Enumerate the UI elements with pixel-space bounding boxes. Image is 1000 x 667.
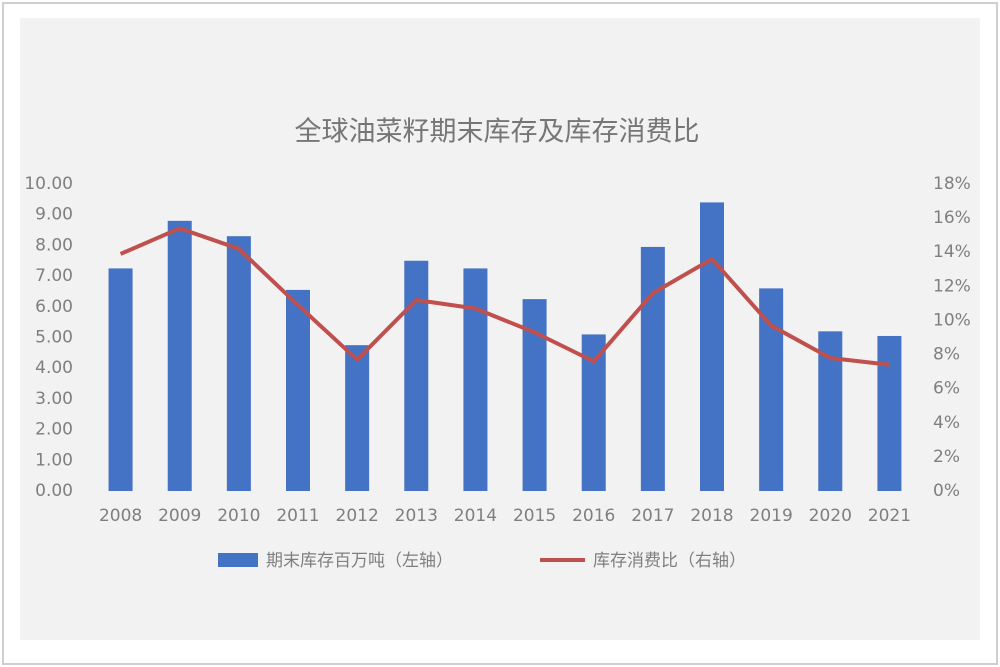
y-tick-label: 0.00 [35, 481, 73, 501]
x-tick-label: 2008 [99, 506, 142, 526]
x-tick-label: 2019 [750, 506, 793, 526]
bar [877, 335, 902, 491]
y2-tick-label: 8% [933, 345, 960, 365]
bar [167, 220, 192, 491]
chart-area [20, 18, 980, 640]
x-tick-label: 2020 [809, 506, 852, 526]
y2-tick-label: 16% [933, 208, 971, 228]
y-tick-label: 10.00 [24, 174, 73, 194]
bar [404, 260, 429, 491]
y-tick-label: 3.00 [35, 389, 73, 409]
y2-tick-label: 6% [933, 379, 960, 399]
y-tick-label: 2.00 [35, 420, 73, 440]
y-tick-label: 5.00 [35, 328, 73, 348]
y2-tick-label: 18% [933, 174, 971, 194]
line [119, 226, 890, 367]
x-tick-label: 2012 [336, 506, 379, 526]
bar [759, 288, 784, 491]
bar [226, 236, 251, 491]
bar [345, 345, 370, 491]
x-tick-label: 2013 [395, 506, 438, 526]
y-tick-label: 4.00 [35, 358, 73, 378]
x-tick-label: 2009 [158, 506, 201, 526]
x-tick-label: 2016 [572, 506, 615, 526]
x-tick-label: 2010 [217, 506, 260, 526]
y2-tick-label: 12% [933, 276, 971, 296]
y2-tick-label: 10% [933, 310, 971, 330]
y2-tick-label: 14% [933, 242, 971, 262]
x-tick-label: 2017 [631, 506, 674, 526]
y-tick-label: 9.00 [35, 205, 73, 225]
legend-label: 期末库存百万吨（左轴） [266, 551, 453, 571]
y-tick-label: 7.00 [35, 266, 73, 286]
bar [108, 268, 133, 491]
y-tick-label: 1.00 [35, 450, 73, 470]
y2-tick-label: 2% [933, 447, 960, 467]
x-tick-label: 2015 [513, 506, 556, 526]
bar [286, 289, 310, 491]
bar [640, 246, 665, 491]
y2-tick-label: 4% [933, 413, 960, 433]
x-tick-label: 2011 [276, 506, 319, 526]
chart-title: 全球油菜籽期末库存及库存消费比 [295, 117, 700, 148]
bar [463, 268, 488, 491]
y-tick-label: 6.00 [35, 297, 73, 317]
bar [700, 202, 724, 492]
x-tick-label: 2018 [690, 506, 733, 526]
legend-swatch [218, 553, 258, 567]
y-tick-label: 8.00 [35, 235, 73, 255]
x-tick-label: 2014 [454, 506, 497, 526]
y2-tick-label: 0% [933, 481, 960, 501]
legend-label: 库存消费比（右轴） [593, 551, 746, 571]
x-tick-label: 2021 [868, 506, 911, 526]
